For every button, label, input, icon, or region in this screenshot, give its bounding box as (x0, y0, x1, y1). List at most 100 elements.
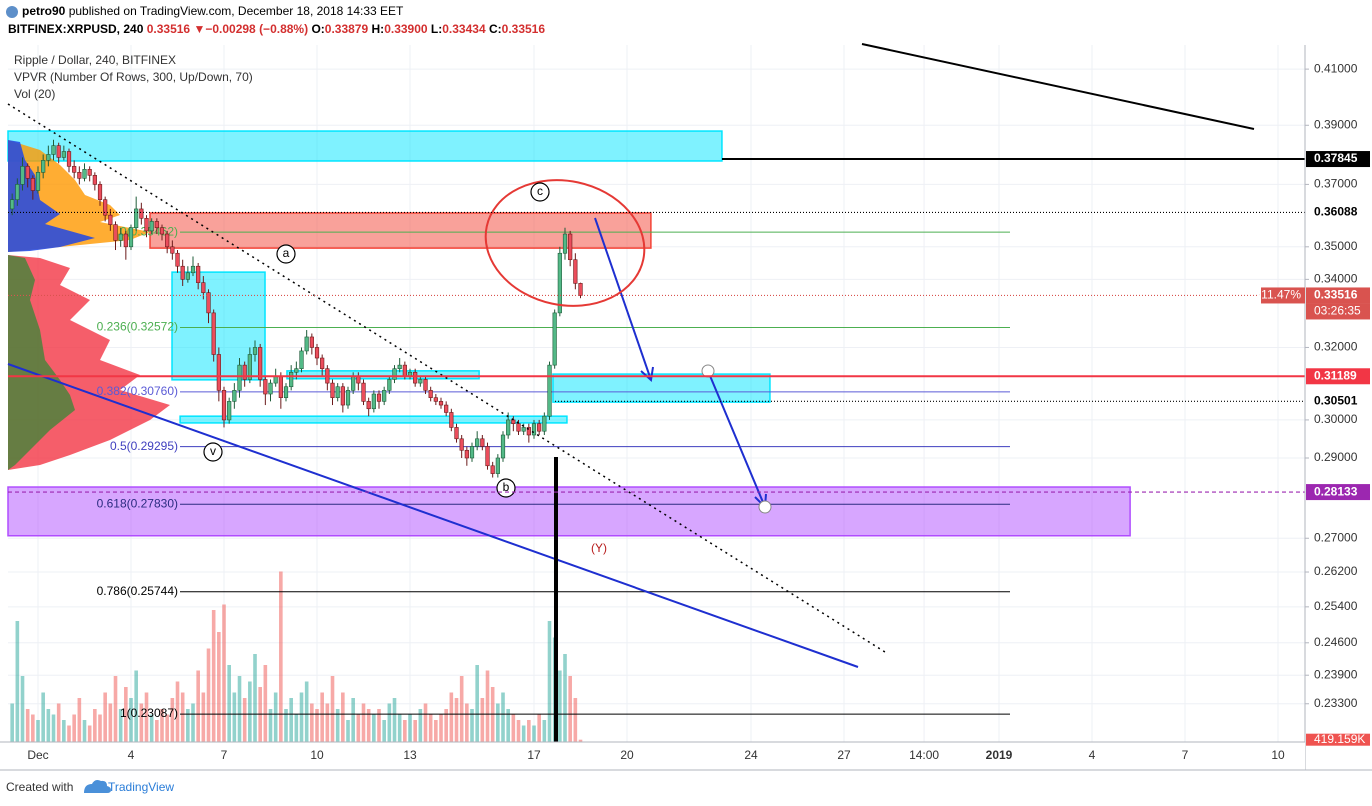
fib-label: 0.786(0.25744) (97, 584, 178, 598)
fib-label: 0.236(0.32572) (97, 320, 178, 334)
volume-bar (496, 703, 500, 742)
candle-body (562, 233, 568, 254)
candle-body (330, 382, 335, 398)
candle-body (289, 371, 294, 388)
candle-body (557, 252, 562, 314)
volume-bar (403, 720, 407, 742)
volume-bar (527, 720, 531, 742)
volume-bar (103, 692, 107, 742)
candle-body (459, 438, 464, 451)
volume-bar (299, 692, 304, 742)
handle (758, 500, 772, 514)
candle-body (20, 166, 25, 185)
volume-bar (196, 670, 200, 742)
candle-body (433, 397, 438, 402)
volume-bar (444, 709, 448, 742)
volume-bar (222, 604, 226, 742)
candle-body (299, 350, 304, 370)
candle-body (201, 282, 206, 293)
x-tick-label: 10 (1271, 748, 1285, 762)
volume-bar (180, 692, 185, 742)
candle-body (123, 233, 128, 248)
volume-bar (532, 725, 536, 742)
arrow (707, 370, 766, 508)
candle-body (309, 336, 314, 348)
volume-bar (20, 676, 25, 742)
volume-bar (93, 709, 97, 742)
volume-bar (273, 692, 278, 742)
volume-bar (351, 698, 355, 742)
y-tick-label: 0.34000 (1314, 272, 1358, 286)
x-tick-label: 14:00 (909, 748, 939, 762)
candle-body (82, 169, 87, 179)
volume-bar (325, 703, 330, 742)
ohlc-h-value: 0.33900 (384, 22, 428, 36)
candle-body (15, 184, 20, 200)
price-tag-label: 0.33516 (1314, 288, 1358, 302)
y-tick-label: 0.25400 (1314, 599, 1358, 613)
candle-body (87, 169, 92, 176)
candle-body (139, 208, 144, 219)
x-tick-label: 13 (403, 748, 417, 762)
arrow-head (640, 366, 654, 382)
candle-body (511, 419, 516, 424)
candle-body (278, 375, 283, 398)
candle-body (170, 246, 175, 254)
candle-body (211, 312, 216, 355)
volume-bar (315, 709, 319, 742)
footer-created: Created with (6, 780, 73, 794)
x-tick-label: 20 (620, 748, 634, 762)
price-tag-label: 0.30501 (1314, 393, 1358, 407)
volume-bar (155, 720, 159, 742)
symbol: BITFINEX:XRPUSD, 240 (8, 22, 144, 36)
x-tick-label: Dec (27, 748, 48, 762)
volume-bar (346, 720, 350, 742)
volume-bar (56, 703, 61, 742)
candle-body (97, 184, 103, 200)
volume-bar (253, 654, 257, 742)
volume-bar (568, 676, 572, 742)
y-tick-label: 0.23900 (1314, 667, 1358, 681)
x-tick-label: 24 (744, 748, 758, 762)
candle-body (252, 347, 258, 355)
volume-bar (418, 709, 423, 742)
volume-bar (242, 698, 247, 742)
candle-body (392, 368, 397, 380)
candle-body (61, 151, 66, 158)
footer-brand: TradingView (108, 780, 174, 794)
candle-body (118, 233, 123, 241)
candle-body (449, 412, 454, 428)
volume-bar (480, 698, 485, 742)
volume-bar (237, 676, 242, 742)
time-axis-panel (0, 742, 1305, 770)
volume-bar (454, 698, 459, 742)
candle-body (428, 390, 433, 398)
volume-bar (470, 709, 474, 742)
volume-bar (377, 709, 381, 742)
candle-body (320, 357, 325, 370)
volume-bar (449, 692, 454, 742)
x-tick-label: 17 (527, 748, 541, 762)
candle-body (216, 354, 221, 391)
annotation: b (503, 480, 510, 494)
volume-bar (25, 709, 30, 742)
candle-body (376, 393, 382, 402)
candle-body (103, 199, 108, 216)
candle-body (516, 423, 521, 432)
candle-body (51, 145, 56, 155)
volume-bar (310, 703, 314, 742)
x-tick-label: 4 (128, 748, 135, 762)
candle-body (154, 221, 159, 229)
axes: Dec 4 7 10 13 17 20 24 27 14:00 2019 4 7 10 0.41000 0.3… (27, 61, 1370, 762)
volume-bar (279, 571, 283, 742)
price-tag-label: 0.36088 (1314, 205, 1358, 219)
highlight-ellipse (484, 179, 646, 307)
candle-body (46, 154, 51, 161)
y-tick-label: 0.41000 (1314, 61, 1358, 75)
volume-bar (558, 670, 562, 742)
volume-bar (51, 714, 56, 742)
y-tick-label: 0.24600 (1314, 635, 1358, 649)
price-tag-label: 0.28133 (1314, 484, 1358, 498)
